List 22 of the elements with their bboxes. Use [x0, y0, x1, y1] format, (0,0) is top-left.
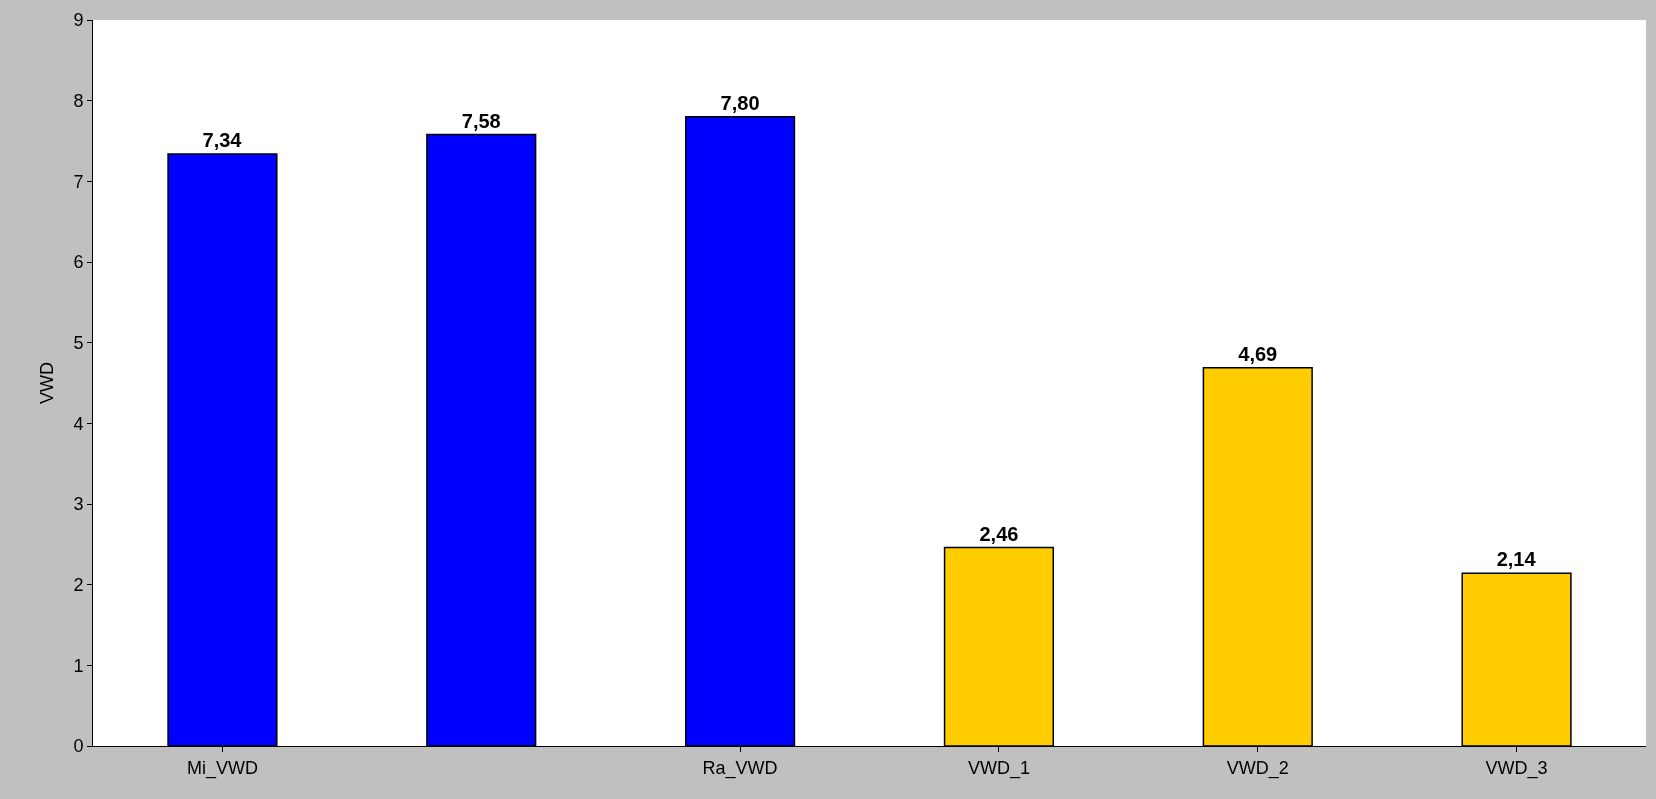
y-tick-label: 6 [73, 252, 84, 273]
y-tick-label: 2 [73, 574, 84, 595]
data-label: 7,80 [720, 91, 760, 114]
x-tick-label: VWD_1 [967, 757, 1030, 779]
data-label: 7,58 [461, 109, 501, 132]
y-tick-label: 1 [73, 655, 84, 676]
y-tick-label: 4 [73, 413, 84, 434]
y-tick-label: 3 [73, 494, 84, 515]
y-tick-label: 7 [73, 171, 84, 192]
y-tick-label: 0 [73, 736, 84, 757]
x-tick-label: VWD_3 [1485, 757, 1548, 779]
y-tick-label: 8 [73, 90, 84, 111]
data-label: 2,14 [1496, 548, 1537, 571]
data-label: 7,34 [202, 128, 243, 151]
y-axis-title: VWD [36, 362, 57, 404]
x-tick-label: Ra_VWD [702, 757, 778, 779]
x-tick-label: VWD_2 [1226, 757, 1289, 779]
data-label: 2,46 [979, 522, 1019, 545]
x-tick-label: Mi_VWD [186, 757, 258, 779]
y-tick-label: 5 [73, 332, 84, 353]
data-label: 4,69 [1238, 342, 1278, 365]
y-tick-label: 9 [73, 10, 84, 31]
